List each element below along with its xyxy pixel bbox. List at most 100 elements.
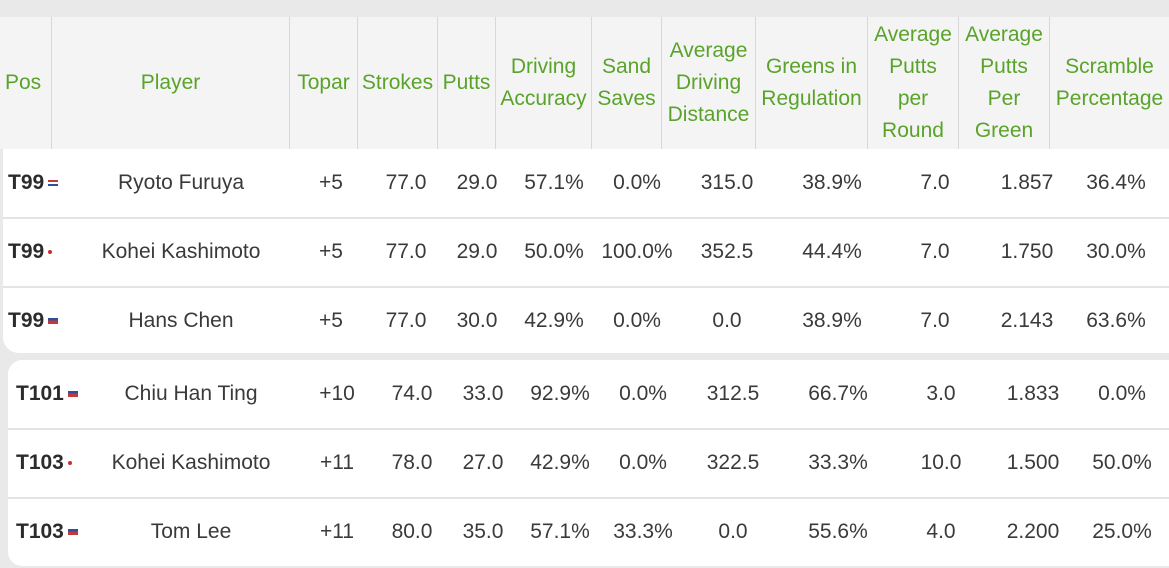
player-cell: Ryoto Furuya xyxy=(117,171,245,194)
header-sand-saves[interactable]: Sand Saves xyxy=(592,17,662,149)
table-row[interactable]: T103 Tom Lee +11 80.0 35.0 57.1% 33.3% 0.0 55.6%… xyxy=(8,498,1169,566)
header-pos[interactable]: Pos xyxy=(0,17,52,149)
avg-putts-per-green-cell: 1.500 xyxy=(1006,451,1060,474)
pos-value: T99 xyxy=(8,240,45,263)
scramble-cell: 25.0% xyxy=(1092,520,1152,543)
putts-cell: 33.0 xyxy=(462,382,504,405)
table-header: Pos Player Topar Strokes Putts Driving Ac… xyxy=(0,17,1169,149)
header-strokes-label: Strokes xyxy=(361,71,434,94)
header-putts-label: Putts xyxy=(442,71,491,94)
avg-putts-per-round-cell: 7.0 xyxy=(920,240,950,263)
avg-putts-per-round-cell: 3.0 xyxy=(926,382,956,405)
driving-accuracy-cell: 92.9% xyxy=(530,382,590,405)
strokes-cell: 78.0 xyxy=(391,451,433,474)
avg-putts-per-green-cell: 2.143 xyxy=(1000,309,1054,332)
header-topar[interactable]: Topar xyxy=(290,17,358,149)
header-driving-accuracy[interactable]: Driving Accuracy xyxy=(496,17,592,149)
japan-flag-icon xyxy=(48,250,53,254)
putts-cell: 30.0 xyxy=(456,309,498,332)
strokes-cell: 77.0 xyxy=(385,240,427,263)
pos-cell: T101 xyxy=(16,360,78,428)
header-avg-putts-per-green[interactable]: Average Putts Per Green xyxy=(959,17,1050,149)
player-cell: Kohei Kashimoto xyxy=(111,451,271,474)
header-line: Scramble xyxy=(1065,55,1154,78)
pos-value: T101 xyxy=(16,382,64,405)
header-gir-stack: Greens in Regulation xyxy=(761,51,861,115)
avg-putts-per-green-cell: 1.833 xyxy=(1006,382,1060,405)
avg-putts-per-round-cell: 7.0 xyxy=(920,171,950,194)
header-line: Per xyxy=(987,87,1021,110)
pos-value: T99 xyxy=(8,309,45,332)
sand-saves-cell: 0.0% xyxy=(613,171,661,194)
header-line: Green xyxy=(974,119,1034,142)
sand-saves-cell: 0.0% xyxy=(619,451,667,474)
header-pos-label: Pos xyxy=(5,71,42,94)
avg-putts-per-green-cell: 1.750 xyxy=(1000,240,1054,263)
header-putts[interactable]: Putts xyxy=(438,17,496,149)
scramble-cell: 50.0% xyxy=(1092,451,1152,474)
header-gir[interactable]: Greens in Regulation xyxy=(756,17,868,149)
scramble-cell: 63.6% xyxy=(1086,309,1146,332)
header-player-label: Player xyxy=(140,71,201,94)
table-row[interactable]: T103 Kohei Kashimoto +11 78.0 27.0 42.9% 0.0% 3… xyxy=(8,429,1169,499)
header-avg-putts-per-round[interactable]: Average Putts per Round xyxy=(868,17,959,149)
header-line: Saves xyxy=(597,87,656,110)
driving-accuracy-cell: 42.9% xyxy=(530,451,590,474)
header-line: Round xyxy=(882,119,944,142)
header-line: Putts xyxy=(980,55,1028,78)
gir-cell: 55.6% xyxy=(808,520,868,543)
header-avg-putts-per-green-stack: Average Putts Per Green xyxy=(965,19,1043,147)
putts-cell: 29.0 xyxy=(456,240,498,263)
header-avg-driving-distance[interactable]: Average Driving Distance xyxy=(662,17,756,149)
gir-cell: 33.3% xyxy=(808,451,868,474)
table-row[interactable]: T101 Chiu Han Ting +10 74.0 33.0 92.9% 0.0% 312… xyxy=(8,360,1169,430)
table-row[interactable]: T99 Kohei Kashimoto +5 77.0 29.0 50.0% 100.0% 3… xyxy=(3,218,1169,288)
putts-cell: 29.0 xyxy=(456,171,498,194)
strokes-cell: 80.0 xyxy=(391,520,433,543)
table-row[interactable]: T99 Hans Chen +5 77.0 30.0 42.9% 0.0% 0.0 38.9% 7… xyxy=(3,287,1169,353)
sand-saves-cell: 100.0% xyxy=(601,240,673,263)
header-line: Driving xyxy=(675,71,742,94)
avg-driving-distance-cell: 312.5 xyxy=(706,382,760,405)
avg-driving-distance-cell: 315.0 xyxy=(700,171,754,194)
driving-accuracy-cell: 57.1% xyxy=(524,171,584,194)
pos-cell: T103 xyxy=(16,498,78,566)
avg-driving-distance-cell: 0.0 xyxy=(712,309,742,332)
header-avg-driving-distance-stack: Average Driving Distance xyxy=(668,35,750,131)
avg-driving-distance-cell: 352.5 xyxy=(700,240,754,263)
table-row[interactable]: T99 Ryoto Furuya +5 77.0 29.0 57.1% 0.0% 315.0 3… xyxy=(3,149,1169,219)
header-line: Distance xyxy=(667,103,750,126)
avg-driving-distance-cell: 322.5 xyxy=(706,451,760,474)
sand-saves-cell: 33.3% xyxy=(613,520,673,543)
avg-putts-per-green-cell: 2.200 xyxy=(1006,520,1060,543)
chinese-taipei-flag-icon xyxy=(48,318,59,324)
putts-cell: 35.0 xyxy=(462,520,504,543)
pos-value: T103 xyxy=(16,520,64,543)
header-line: Regulation xyxy=(761,87,862,110)
gir-cell: 38.9% xyxy=(802,171,862,194)
header-line: Driving xyxy=(510,55,577,78)
driving-accuracy-cell: 50.0% xyxy=(524,240,584,263)
scramble-cell: 0.0% xyxy=(1098,382,1146,405)
gir-cell: 38.9% xyxy=(802,309,862,332)
pos-value: T103 xyxy=(16,451,64,474)
header-line: Greens in xyxy=(765,55,858,78)
strokes-cell: 77.0 xyxy=(385,171,427,194)
pos-cell: T99 xyxy=(8,149,59,217)
avg-driving-distance-cell: 0.0 xyxy=(718,520,748,543)
gir-cell: 66.7% xyxy=(808,382,868,405)
topar-cell: +10 xyxy=(319,382,355,405)
driving-accuracy-cell: 57.1% xyxy=(530,520,590,543)
pos-cell: T103 xyxy=(16,429,72,497)
header-player[interactable]: Player xyxy=(52,17,290,149)
header-sand-saves-stack: Sand Saves xyxy=(597,51,655,115)
chinese-taipei-flag-icon xyxy=(67,391,78,397)
chinese-taipei-flag-icon xyxy=(67,529,78,535)
header-topar-label: Topar xyxy=(297,71,350,94)
header-strokes[interactable]: Strokes xyxy=(358,17,438,149)
topar-cell: +11 xyxy=(319,520,355,543)
header-scramble[interactable]: Scramble Percentage xyxy=(1050,17,1169,149)
topar-cell: +5 xyxy=(319,240,343,263)
pos-cell: T99 xyxy=(8,218,53,286)
japan-flag-icon xyxy=(67,461,72,465)
